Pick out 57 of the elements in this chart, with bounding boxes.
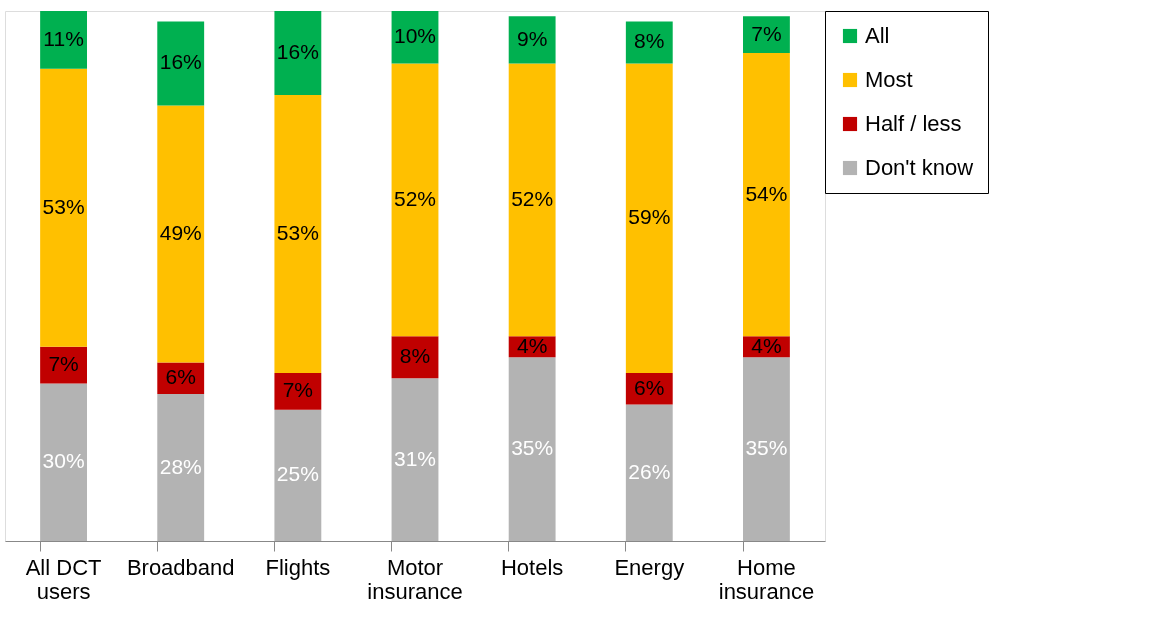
data-label: 8%	[399, 344, 431, 368]
data-label: 6%	[165, 365, 196, 389]
bar	[274, 409, 322, 541]
data-label: 53%	[42, 194, 85, 218]
bar	[40, 68, 87, 347]
data-label: 4%	[516, 333, 548, 357]
data-label: 7%	[282, 378, 314, 402]
bar	[274, 94, 322, 374]
data-label: 52%	[393, 186, 437, 210]
bar	[743, 357, 790, 541]
data-label: 28%	[159, 454, 202, 478]
data-label: 11%	[43, 26, 84, 50]
data-label: 16%	[159, 50, 202, 74]
data-label: 9%	[516, 26, 548, 50]
data-label: 8%	[634, 29, 665, 53]
data-label: 7%	[751, 21, 782, 45]
x-tick-label: All DCT users	[25, 554, 102, 604]
bar	[625, 404, 673, 541]
data-label: 31%	[393, 446, 437, 470]
x-tick-label: Flights	[265, 554, 331, 580]
legend-label: Most	[865, 67, 913, 92]
x-tick-label: Broadband	[126, 554, 235, 580]
data-label: 35%	[745, 436, 788, 460]
bar	[157, 21, 205, 106]
bar	[40, 383, 87, 541]
bar	[508, 63, 556, 337]
data-label: 10%	[393, 24, 437, 48]
data-label: 6%	[634, 375, 665, 399]
bar	[391, 378, 439, 541]
legend-label: Don't know	[865, 155, 974, 180]
bar	[157, 105, 205, 363]
data-label: 49%	[159, 221, 202, 245]
bar	[157, 394, 205, 541]
legend-label: All	[865, 23, 890, 48]
bar	[625, 63, 673, 374]
x-tick-label: Home insurance	[718, 554, 815, 604]
data-label: 59%	[628, 205, 671, 229]
data-label: 30%	[42, 449, 85, 473]
bar	[40, 11, 87, 69]
bar	[743, 16, 790, 53]
data-label: 54%	[745, 181, 788, 205]
x-tick-label: Hotels	[500, 554, 564, 580]
data-label: 4%	[751, 333, 782, 357]
data-label: 7%	[48, 352, 79, 376]
legend-label: Half / less	[865, 111, 962, 136]
data-label: 35%	[511, 436, 554, 460]
x-tick-label: Motor insurance	[367, 554, 463, 604]
bar	[743, 52, 790, 337]
bar	[391, 63, 439, 337]
bar	[508, 357, 556, 541]
x-tick-label: Energy	[614, 554, 685, 580]
data-label: 53%	[276, 221, 319, 245]
data-label: 16%	[276, 39, 319, 63]
data-label: 52%	[511, 186, 554, 210]
data-label: 25%	[276, 462, 319, 486]
data-label: 26%	[628, 459, 671, 483]
bar	[274, 11, 322, 95]
